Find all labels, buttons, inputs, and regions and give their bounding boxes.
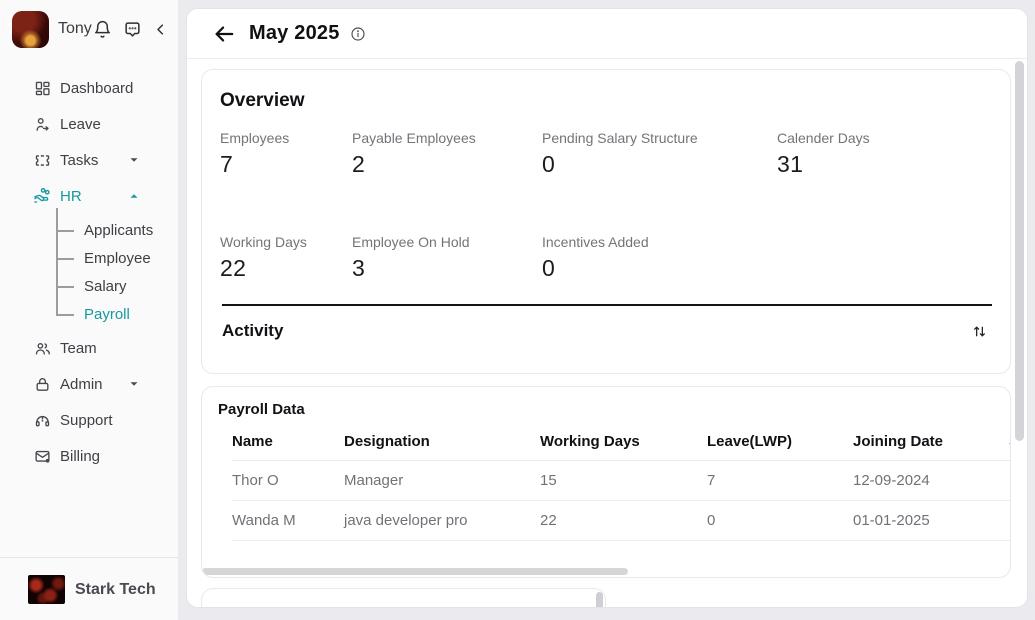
- sidebar-item-support[interactable]: Support: [0, 402, 178, 438]
- dashboard-icon: [33, 80, 51, 97]
- stat-incentives-added: Incentives Added 0: [542, 234, 777, 282]
- sidebar-item-billing[interactable]: Billing: [0, 438, 178, 474]
- sidebar-item-label: Dashboard: [60, 80, 133, 97]
- sidebar-subitem-applicants[interactable]: Applicants: [0, 216, 178, 244]
- activity-title: Activity: [222, 321, 283, 341]
- chevron-up-icon[interactable]: [125, 190, 143, 202]
- user-name: Tony: [58, 20, 92, 38]
- col-leave-lwp: Leave(LWP): [707, 424, 853, 460]
- sidebar-item-label: Admin: [60, 376, 103, 393]
- page-header: May 2025: [187, 9, 1027, 59]
- vertical-scrollbar-thumb[interactable]: [1015, 61, 1024, 441]
- sidebar-subitem-salary[interactable]: Salary: [0, 272, 178, 300]
- horizontal-scrollbar-thumb[interactable]: [202, 568, 628, 575]
- tasks-icon: [33, 152, 51, 169]
- avatar[interactable]: [12, 11, 49, 48]
- chevron-down-icon[interactable]: [125, 154, 143, 166]
- activity-header: Activity: [220, 306, 994, 341]
- leave-icon: [33, 116, 51, 133]
- sidebar-item-dashboard[interactable]: Dashboard: [0, 70, 178, 106]
- payroll-title: Payroll Data: [218, 401, 1010, 418]
- overview-title: Overview: [220, 90, 994, 112]
- lock-icon: [33, 376, 51, 393]
- stat-employee-on-hold: Employee On Hold 3: [352, 234, 542, 282]
- sidebar-nav: Dashboard Leave Tasks HR: [0, 70, 178, 474]
- bottom-partial-card: [201, 588, 606, 608]
- page-title: May 2025: [249, 22, 340, 45]
- table-row[interactable]: Wanda M java developer pro 22 0 01-01-20…: [232, 500, 1011, 540]
- sidebar-item-tasks[interactable]: Tasks: [0, 142, 178, 178]
- headset-icon: [33, 412, 51, 429]
- col-joining-date: Joining Date: [853, 424, 1009, 460]
- overview-card: Overview Employees 7 Payable Employees 2…: [201, 69, 1011, 374]
- panel-content: Overview Employees 7 Payable Employees 2…: [187, 59, 1027, 608]
- stat-pending-salary-structure: Pending Salary Structure 0: [542, 130, 777, 178]
- sidebar-item-label: Billing: [60, 448, 100, 465]
- hr-sub-list: Applicants Employee Salary Payroll: [0, 216, 178, 328]
- stat-working-days: Working Days 22: [220, 234, 352, 282]
- col-name: Name: [232, 424, 344, 460]
- back-arrow-icon[interactable]: [213, 23, 235, 45]
- card-scrollbar-thumb[interactable]: [596, 592, 603, 608]
- sidebar-item-label: Leave: [60, 116, 101, 133]
- main-panel: May 2025 Overview Employees 7 Payable Em…: [186, 8, 1028, 608]
- sidebar-item-team[interactable]: Team: [0, 330, 178, 366]
- chat-icon[interactable]: [123, 20, 142, 39]
- col-working-days: Working Days: [540, 424, 707, 460]
- payroll-card: Payroll Data Name Designation Working Da…: [201, 386, 1011, 578]
- sidebar-item-label: Tasks: [60, 152, 98, 169]
- user-row: Tony: [12, 10, 168, 48]
- team-icon: [33, 340, 51, 357]
- col-clipped: S: [1009, 424, 1011, 460]
- sidebar-item-leave[interactable]: Leave: [0, 106, 178, 142]
- org-logo: [28, 575, 65, 604]
- stat-payable-employees: Payable Employees 2: [352, 130, 542, 178]
- sidebar-item-label: HR: [60, 188, 82, 205]
- org-name: Stark Tech: [75, 581, 156, 599]
- hr-hand-coins-icon: [33, 187, 51, 205]
- stat-employees: Employees 7: [220, 130, 352, 178]
- sidebar-item-hr[interactable]: HR: [0, 178, 178, 214]
- org-row: Stark Tech: [28, 575, 156, 604]
- bell-icon[interactable]: [93, 20, 112, 39]
- col-designation: Designation: [344, 424, 540, 460]
- info-icon[interactable]: [350, 26, 366, 42]
- table-row[interactable]: Thor O Manager 15 7 12-09-2024: [232, 460, 1011, 500]
- sidebar: Tony Dashboard Leave: [0, 0, 178, 620]
- chevron-down-icon[interactable]: [125, 378, 143, 390]
- payroll-header-row: Name Designation Working Days Leave(LWP)…: [232, 424, 1011, 460]
- sidebar-item-label: Support: [60, 412, 113, 429]
- sidebar-subitem-payroll[interactable]: Payroll: [0, 300, 178, 328]
- overview-stats: Employees 7 Payable Employees 2 Pending …: [220, 130, 994, 282]
- stat-calender-days: Calender Days 31: [777, 130, 994, 178]
- sort-up-down-icon[interactable]: [971, 323, 988, 340]
- envelope-icon: [33, 448, 51, 465]
- sidebar-divider: [0, 557, 178, 558]
- payroll-table: Name Designation Working Days Leave(LWP)…: [232, 424, 1011, 541]
- sidebar-subitem-employee[interactable]: Employee: [0, 244, 178, 272]
- sidebar-item-admin[interactable]: Admin: [0, 366, 178, 402]
- sidebar-item-label: Team: [60, 340, 97, 357]
- collapse-sidebar-icon[interactable]: [153, 22, 168, 37]
